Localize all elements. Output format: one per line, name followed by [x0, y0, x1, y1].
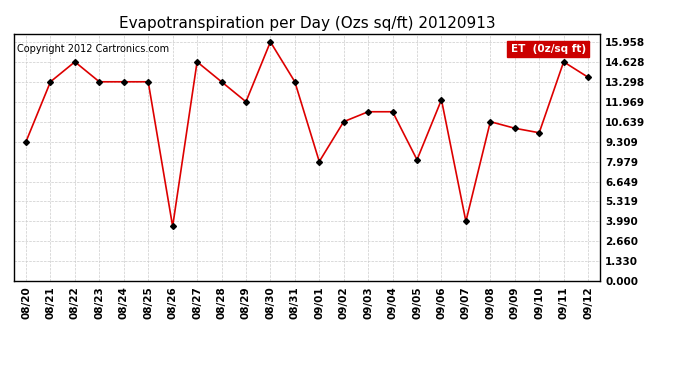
Text: ET  (0z/sq ft): ET (0z/sq ft): [511, 44, 586, 54]
Text: Copyright 2012 Cartronics.com: Copyright 2012 Cartronics.com: [17, 44, 169, 54]
Title: Evapotranspiration per Day (Ozs sq/ft) 20120913: Evapotranspiration per Day (Ozs sq/ft) 2…: [119, 16, 495, 31]
